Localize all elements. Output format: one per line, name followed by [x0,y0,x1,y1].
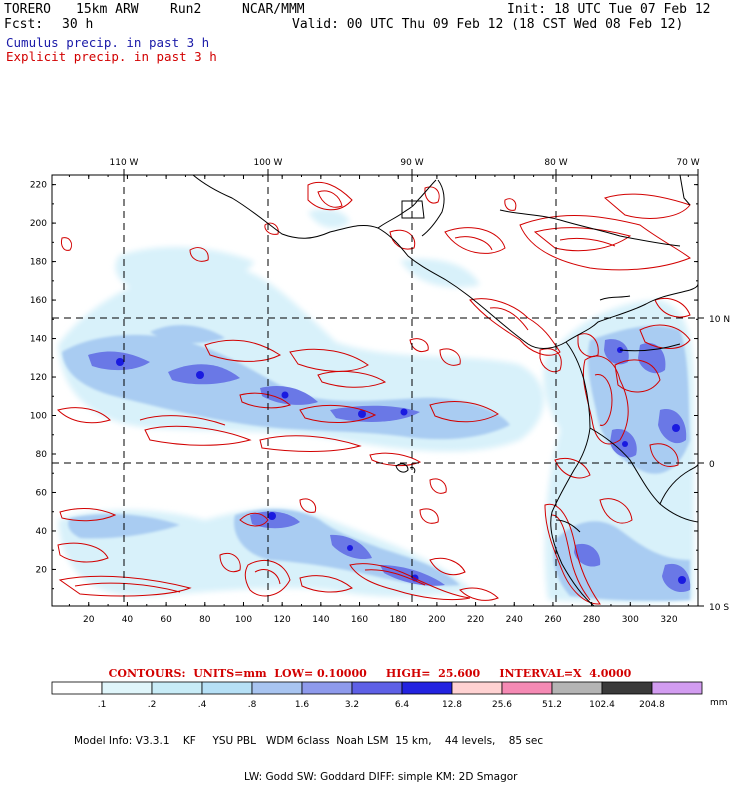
valid-time: Valid: 00 UTC Thu 09 Feb 12 (18 CST Wed … [292,17,684,32]
model-info-line-1: Model Info: V3.3.1 KF YSU PBL WDM 6class… [74,735,544,747]
x-tick-label: 320 [660,615,677,625]
legend-swatch [551,681,603,695]
legend-label: .2 [148,700,157,710]
legend-swatch [401,681,453,695]
y-tick-label: 20 [36,565,48,575]
y-tick-label: 200 [30,219,47,229]
x-tick-label: 280 [583,615,600,625]
legend-swatch [301,681,353,695]
legend-units: mm [710,698,728,708]
legend-swatch [51,681,103,695]
x-tick-label: 60 [160,615,172,625]
forecast-label: Fcst: [4,17,44,32]
y-tick-label: 220 [30,181,47,191]
legend-label: .8 [248,700,257,710]
run-label: Run2 [170,2,202,17]
longitude-labels: 110 W 100 W 90 W 80 W 70 W [110,158,700,175]
model-name: TORERO [4,2,51,17]
legend-label: .1 [98,700,107,710]
precip-map: 20 40 60 80 100 120 140 160 180 200 220 240 260 280 30… [30,158,730,625]
model-info: Model Info: V3.3.1 KF YSU PBL WDM 6class… [74,711,543,795]
x-tick-label: 160 [351,615,368,625]
legend-label: 51.2 [542,700,562,710]
x-tick-label: 260 [544,615,561,625]
cumulus-precip-title: Cumulus precip. in past 3 h [6,35,210,50]
y-tick-label: 40 [36,527,48,537]
forecast-hours: 30 h [62,17,94,32]
x-tick-label: 20 [83,615,95,625]
lat-label: 10 S [709,603,729,613]
x-tick-label: 100 [235,615,252,625]
legend-label: 1.6 [295,700,310,710]
x-tick-label: 240 [506,615,523,625]
legend-label: 6.4 [395,700,410,710]
coastlines [192,175,698,606]
x-tick-label: 80 [199,615,211,625]
map-frame [51,174,699,607]
x-axis: 20 40 60 80 100 120 140 160 180 200 220 240 260 280 30… [68,175,689,625]
x-tick-label: 220 [467,615,484,625]
x-tick-label: 200 [428,615,445,625]
lon-label: 110 W [110,158,139,168]
y-axis: 20 40 60 80 100 120 140 160 180 200 220 [30,181,698,590]
lon-label: 100 W [254,158,283,168]
color-legend: .1.2.4.8 1.6 3.2 6.4 12.8 25.6 51.2 102.4 204.8 … [51,681,728,710]
legend-label: .4 [198,700,207,710]
model-info-line-2: LW: Godd SW: Goddard DIFF: simple KM: 2D… [244,771,518,783]
legend-label: 3.2 [345,700,359,710]
lat-label: 0 [709,460,715,470]
legend-label: 204.8 [639,700,665,710]
y-tick-label: 140 [30,335,47,345]
explicit-precip-title: Explicit precip. in past 3 h [6,49,217,64]
legend-label: 25.6 [492,700,512,710]
lat-label: 10 N [709,315,730,325]
x-tick-label: 180 [390,615,407,625]
y-tick-label: 100 [30,412,47,422]
lon-label: 90 W [400,158,423,168]
y-tick-label: 120 [30,373,47,383]
x-tick-label: 140 [312,615,329,625]
legend-swatch [501,681,553,695]
x-tick-label: 40 [122,615,134,625]
lon-label: 70 W [676,158,699,168]
y-tick-label: 60 [36,488,48,498]
legend-label: 102.4 [589,700,615,710]
latitude-labels: 10 N 0 10 S [698,315,730,613]
init-time: Init: 18 UTC Tue 07 Feb 12 [507,2,711,17]
legend-swatch [251,681,303,695]
organization-label: NCAR/MMM [242,2,305,17]
contours-info: CONTOURS: UNITS=mm LOW= 0.10000 HIGH= 25… [108,667,632,680]
model-resolution: 15km ARW [76,2,139,17]
legend-swatch [451,681,503,695]
legend-swatch [351,681,403,695]
legend-label: 12.8 [442,700,462,710]
legend-swatch [651,681,703,695]
y-tick-label: 80 [36,450,48,460]
x-tick-label: 300 [622,615,639,625]
y-tick-label: 180 [30,258,47,268]
legend-swatch [601,681,653,695]
lon-label: 80 W [544,158,567,168]
legend-swatch [101,681,153,695]
x-tick-label: 120 [274,615,291,625]
legend-swatch [151,681,203,695]
legend-swatch [201,681,253,695]
y-tick-label: 160 [30,296,47,306]
